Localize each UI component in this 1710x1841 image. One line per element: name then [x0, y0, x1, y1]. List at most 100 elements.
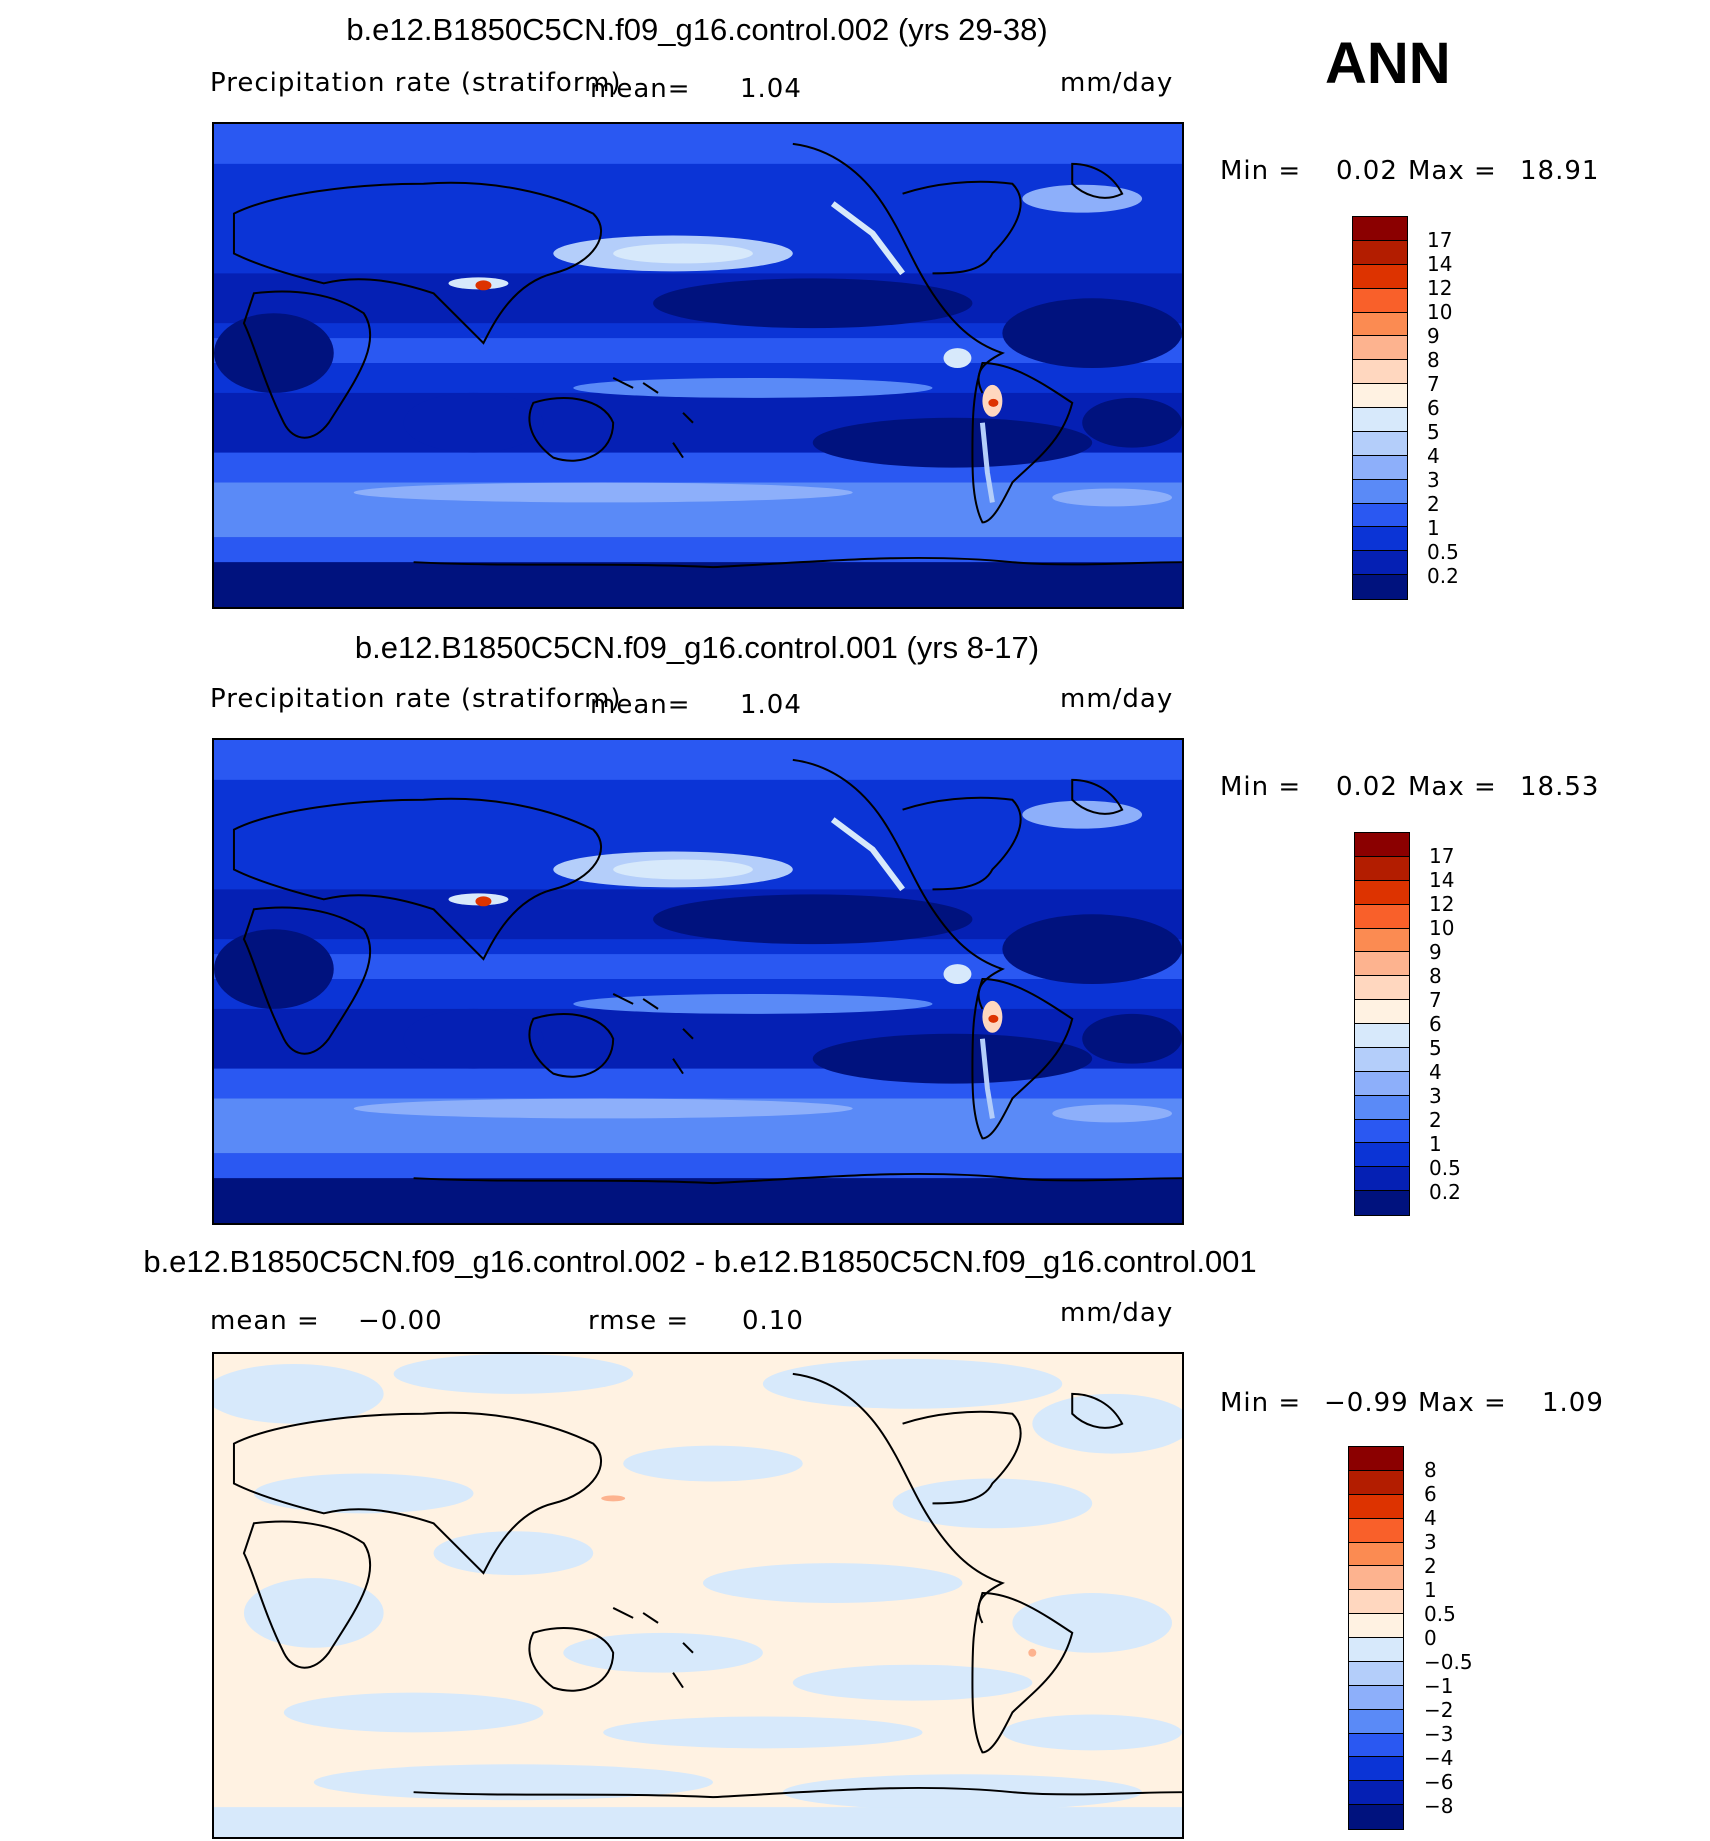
- colorbar-swatch: [1355, 1191, 1409, 1215]
- season-label: ANN: [1325, 31, 1451, 96]
- colorbar-swatch: [1353, 312, 1407, 337]
- panel2-units: mm/day: [1060, 684, 1174, 714]
- colorbar-tick-label: 9: [1429, 940, 1442, 964]
- colorbar-swatch: [1349, 1518, 1403, 1543]
- colorbar-tick-label: 0.2: [1427, 564, 1459, 588]
- colorbar-tick-label: 4: [1429, 1060, 1442, 1084]
- colorbar-tick-label: 4: [1427, 444, 1440, 468]
- colorbar-tick-label: 5: [1427, 420, 1440, 444]
- colorbar-tick-label: 5: [1429, 1036, 1442, 1060]
- panel3-units: mm/day: [1060, 1298, 1174, 1328]
- colorbar-swatch: [1349, 1733, 1403, 1758]
- colorbar-tick-label: 10: [1427, 300, 1453, 324]
- colorbar-swatch: [1353, 384, 1407, 408]
- colorbar-tick-label: 6: [1429, 1012, 1442, 1036]
- colorbar-swatch: [1353, 503, 1407, 528]
- colorbar-tick-label: 0.2: [1429, 1180, 1461, 1204]
- panel1-max-label: Max =: [1408, 156, 1497, 186]
- panel1-max-value: 18.91: [1520, 156, 1600, 186]
- colorbar-tick-label: 12: [1429, 892, 1455, 916]
- colorbar-swatch: [1355, 880, 1409, 905]
- colorbar-swatch: [1353, 575, 1407, 599]
- colorbar-swatch: [1349, 1638, 1403, 1662]
- colorbar-swatch: [1349, 1470, 1403, 1495]
- colorbar-swatch: [1349, 1709, 1403, 1734]
- panel3-title: b.e12.B1850C5CN.f09_g16.control.002 - b.…: [143, 1244, 1257, 1279]
- panel2-max-label: Max =: [1408, 772, 1497, 802]
- colorbar-swatch: [1349, 1566, 1403, 1591]
- panel3-map: [212, 1352, 1184, 1839]
- colorbar-tick-label: 2: [1429, 1108, 1442, 1132]
- colorbar-swatch: [1355, 1000, 1409, 1024]
- panel1-colorbar: [1352, 216, 1408, 600]
- colorbar-tick-label: −4: [1424, 1746, 1454, 1770]
- colorbar-tick-label: 9: [1427, 324, 1440, 348]
- colorbar-tick-label: 3: [1424, 1530, 1437, 1554]
- colorbar-swatch: [1353, 264, 1407, 289]
- colorbar-swatch: [1353, 408, 1407, 432]
- colorbar-tick-label: 0: [1424, 1626, 1437, 1650]
- colorbar-tick-label: −8: [1424, 1794, 1454, 1818]
- panel3-min-label: Min =: [1220, 1388, 1302, 1418]
- colorbar-swatch: [1355, 1167, 1409, 1192]
- colorbar-tick-label: −3: [1424, 1722, 1454, 1746]
- colorbar-tick-label: 14: [1429, 868, 1455, 892]
- colorbar-swatch: [1349, 1447, 1403, 1471]
- colorbar-swatch: [1353, 217, 1407, 241]
- colorbar-tick-label: 1: [1429, 1132, 1442, 1156]
- panel2-colorbar: [1354, 832, 1410, 1216]
- colorbar-tick-label: 12: [1427, 276, 1453, 300]
- colorbar-swatch: [1353, 551, 1407, 576]
- panel3-rmse-value: 0.10: [742, 1306, 804, 1336]
- colorbar-swatch: [1353, 360, 1407, 385]
- colorbar-swatch: [1353, 240, 1407, 265]
- panel1-map: [212, 122, 1184, 609]
- colorbar-swatch: [1353, 455, 1407, 480]
- colorbar-swatch: [1355, 1071, 1409, 1096]
- colorbar-swatch: [1349, 1805, 1403, 1829]
- panel1-title: b.e12.B1850C5CN.f09_g16.control.002 (yrs…: [346, 12, 1048, 47]
- colorbar-tick-label: −6: [1424, 1770, 1454, 1794]
- colorbar-swatch: [1355, 928, 1409, 953]
- colorbar-swatch: [1349, 1661, 1403, 1686]
- panel3-max-value: 1.09: [1542, 1388, 1604, 1418]
- panel3-map-graphic: [214, 1354, 1182, 1837]
- colorbar-swatch: [1349, 1590, 1403, 1615]
- colorbar-tick-label: 14: [1427, 252, 1453, 276]
- colorbar-swatch: [1355, 833, 1409, 857]
- colorbar-swatch: [1349, 1494, 1403, 1519]
- panel1-mean-label: mean=: [590, 74, 691, 104]
- panel1-mean-value: 1.04: [740, 74, 802, 104]
- panel2-min-value: 0.02: [1336, 772, 1398, 802]
- colorbar-tick-label: 3: [1429, 1084, 1442, 1108]
- colorbar-tick-label: 1: [1424, 1578, 1437, 1602]
- colorbar-swatch: [1349, 1685, 1403, 1710]
- colorbar-swatch: [1355, 904, 1409, 929]
- colorbar-swatch: [1355, 1095, 1409, 1120]
- colorbar-tick-label: 2: [1427, 492, 1440, 516]
- panel3-mean-value: −0.00: [358, 1306, 443, 1336]
- panel1-map-graphic: [214, 124, 1182, 607]
- colorbar-tick-label: 3: [1427, 468, 1440, 492]
- panel2-title: b.e12.B1850C5CN.f09_g16.control.001 (yrs…: [354, 630, 1040, 665]
- colorbar-tick-label: 8: [1424, 1458, 1437, 1482]
- colorbar-swatch: [1353, 527, 1407, 552]
- colorbar-swatch: [1353, 336, 1407, 361]
- colorbar-swatch: [1355, 976, 1409, 1001]
- panel1-min-label: Min =: [1220, 156, 1302, 186]
- colorbar-swatch: [1355, 1119, 1409, 1144]
- colorbar-swatch: [1353, 431, 1407, 456]
- panel2-map-graphic: [214, 740, 1182, 1223]
- colorbar-swatch: [1355, 952, 1409, 977]
- colorbar-tick-label: 17: [1427, 228, 1453, 252]
- colorbar-tick-label: −2: [1424, 1698, 1454, 1722]
- colorbar-tick-label: 8: [1429, 964, 1442, 988]
- colorbar-tick-label: 0.5: [1424, 1602, 1456, 1626]
- colorbar-swatch: [1355, 1024, 1409, 1048]
- colorbar-tick-label: 6: [1424, 1482, 1437, 1506]
- colorbar-tick-label: 10: [1429, 916, 1455, 940]
- colorbar-swatch: [1349, 1757, 1403, 1782]
- panel1-variable: Precipitation rate (stratiform): [210, 68, 622, 98]
- panel2-min-label: Min =: [1220, 772, 1302, 802]
- colorbar-swatch: [1353, 479, 1407, 504]
